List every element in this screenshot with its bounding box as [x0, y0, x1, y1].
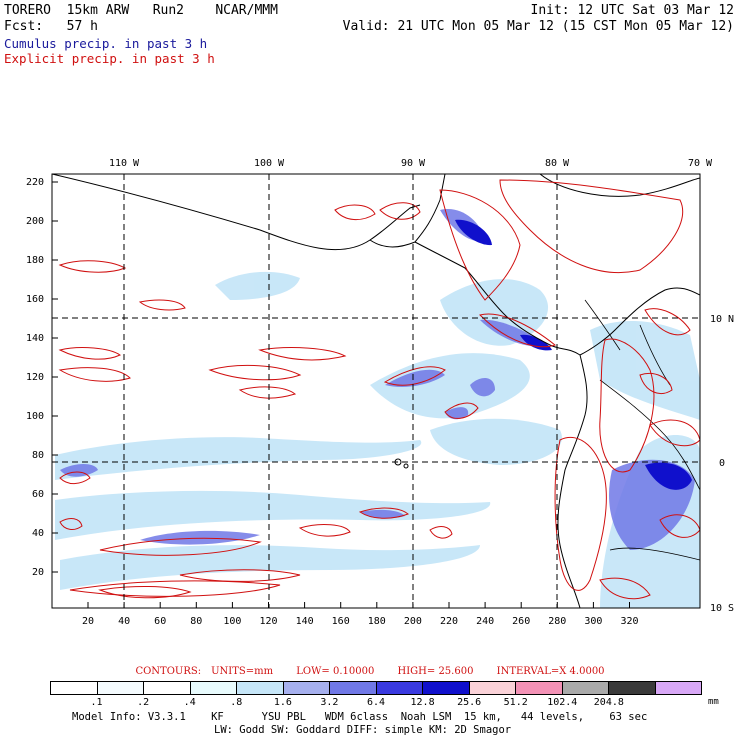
scale-label: 6.4	[366, 697, 386, 708]
contours-low: LOW= 0.10000	[296, 666, 375, 677]
y-tick-label: 100	[26, 411, 44, 422]
color-swatch	[469, 682, 516, 694]
legend-explicit: Explicit precip. in past 3 h	[4, 51, 215, 66]
x-tick-label: 140	[296, 616, 314, 627]
scale-label: 3.2	[320, 697, 339, 708]
lon-label: 80 W	[545, 158, 570, 169]
scale-label: 12.8	[410, 697, 435, 708]
contours-high: HIGH= 25.600	[397, 666, 474, 677]
y-tick-label: 200	[26, 216, 44, 227]
forecast-hour: Fcst: 57 h	[4, 19, 98, 34]
color-scale-units: mm	[708, 697, 719, 707]
model-info-line2: LW: Godd SW: Goddard DIFF: simple KM: 2D…	[214, 724, 512, 736]
color-swatch	[144, 682, 191, 694]
x-tick-label: 280	[548, 616, 566, 627]
color-swatch	[97, 682, 144, 694]
scale-label: .1	[90, 697, 103, 708]
x-tick-label: 160	[332, 616, 350, 627]
model-info-line1: Model Info: V3.3.1 KF YSU PBL WDM 6class…	[72, 711, 648, 723]
x-tick-label: 180	[368, 616, 386, 627]
valid-time: Valid: 21 UTC Mon 05 Mar 12 (15 CST Mon …	[342, 19, 734, 34]
map-field	[52, 174, 700, 608]
scale-label: 204.8	[593, 697, 624, 708]
lon-label: 70 W	[688, 158, 713, 169]
y-tick-label: 120	[26, 372, 44, 383]
x-tick-label: 300	[584, 616, 602, 627]
y-tick-label: 40	[32, 528, 44, 539]
init-time: Init: 12 UTC Sat 03 Mar 12	[530, 3, 735, 18]
lon-label: 100 W	[254, 158, 285, 169]
scale-label: .4	[183, 697, 196, 708]
map-frame	[51, 173, 701, 609]
color-swatch	[283, 682, 330, 694]
x-tick-label: 320	[620, 616, 638, 627]
y-tick-label: 80	[32, 450, 44, 461]
lat-label: 0	[719, 458, 725, 469]
x-tick-label: 60	[154, 616, 166, 627]
color-swatch	[190, 682, 237, 694]
lat-label: 10 S	[710, 603, 734, 614]
y-tick-label: 160	[26, 294, 44, 305]
scale-label: .2	[137, 697, 150, 708]
color-swatch	[562, 682, 609, 694]
color-swatch	[237, 682, 284, 694]
precip-map: 110 W 100 W 90 W 80 W 70 W 10 N 0 10 S 20 40 60 80 1…	[26, 158, 734, 627]
legend-cumulus: Cumulus precip. in past 3 h	[4, 36, 208, 51]
model-title: TORERO 15km ARW Run2 NCAR/MMM	[4, 3, 278, 18]
color-swatch	[330, 682, 377, 694]
scale-label: .8	[230, 697, 243, 708]
scale-label: 102.4	[547, 697, 578, 708]
x-tick-label: 40	[118, 616, 130, 627]
color-swatch	[655, 682, 701, 694]
x-tick-label: 240	[476, 616, 494, 627]
contours-units: UNITS=mm	[211, 666, 274, 677]
x-tick-label: 20	[82, 616, 94, 627]
scale-label: 25.6	[457, 697, 482, 708]
contour-info: CONTOURS: UNITS=mm LOW= 0.10000 HIGH= 25.…	[0, 666, 740, 677]
color-swatch	[609, 682, 656, 694]
x-tick-label: 200	[404, 616, 422, 627]
x-tick-label: 100	[223, 616, 241, 627]
y-tick-label: 20	[32, 567, 44, 578]
y-tick-label: 180	[26, 255, 44, 266]
color-swatch	[516, 682, 563, 694]
x-tick-label: 220	[440, 616, 458, 627]
x-tick-label: 120	[259, 616, 277, 627]
lat-label: 10 N	[710, 314, 734, 325]
x-tick-label: 80	[190, 616, 202, 627]
y-tick-label: 220	[26, 177, 44, 188]
scale-label: 51.2	[503, 697, 528, 708]
color-swatch	[423, 682, 470, 694]
y-tick-label: 60	[32, 489, 44, 500]
x-tick-label: 260	[512, 616, 530, 627]
contours-label: CONTOURS:	[135, 666, 202, 677]
contours-interval: INTERVAL=X 4.0000	[496, 666, 605, 677]
scale-label: 1.6	[273, 697, 292, 708]
color-scale-bar	[50, 681, 702, 695]
color-swatch	[376, 682, 423, 694]
lon-label: 110 W	[109, 158, 140, 169]
y-tick-label: 140	[26, 333, 44, 344]
color-swatch	[51, 682, 98, 694]
lon-label: 90 W	[401, 158, 426, 169]
